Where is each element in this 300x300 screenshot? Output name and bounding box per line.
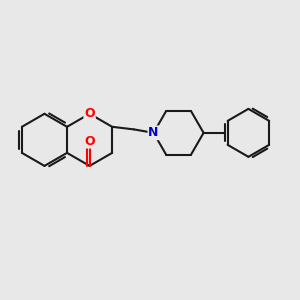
Text: O: O [84, 107, 95, 120]
Text: O: O [84, 135, 95, 148]
Text: N: N [148, 126, 159, 140]
